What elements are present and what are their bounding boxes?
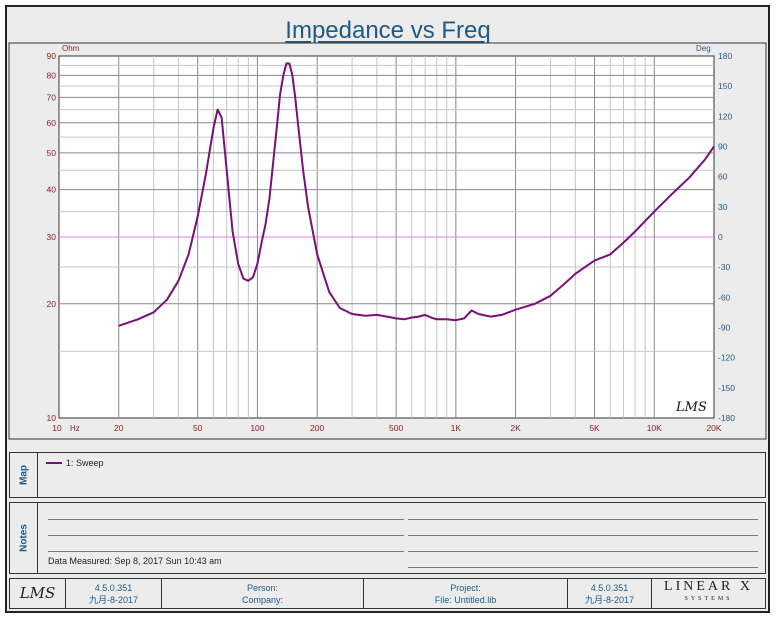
map-side-label: Map (10, 453, 38, 497)
footer-version-cell: 4.5.0.351 九月-8-2017 (66, 579, 162, 608)
x-tick-label: 20K (706, 423, 721, 433)
y-right-tick-label: -120 (718, 353, 735, 363)
project-label: Project: (450, 583, 481, 593)
y-left-tick-label: 30 (47, 232, 57, 242)
y-right-tick-label: 120 (718, 111, 732, 121)
footer-project-cell: Project: File: Untitled.lib (364, 579, 568, 608)
sweep-series (118, 62, 715, 327)
x-tick-label: 50 (193, 423, 203, 433)
file-label: File: Untitled.lib (434, 595, 497, 605)
y-left-tick-label: 90 (47, 51, 57, 61)
map-section: Map 1: Sweep (9, 452, 766, 498)
lms-watermark: LMS (675, 400, 707, 415)
y-right-unit: Deg (696, 44, 711, 53)
date-text: 九月-8-2017 (88, 595, 139, 605)
x-tick-label: 500 (389, 423, 403, 433)
footer-person-cell: Person: Company: (162, 579, 364, 608)
y-left-tick-label: 70 (47, 92, 57, 102)
x-axis-unit: Hz (70, 424, 80, 433)
y-right-tick-label: 30 (718, 202, 728, 212)
person-label: Person: (246, 583, 279, 593)
x-tick-label: 1K (451, 423, 462, 433)
series-line (118, 62, 715, 327)
footer-brand-cell: LINEAR X SYSTEMS (652, 579, 765, 608)
y-left-tick-label: 80 (47, 70, 57, 80)
version-text: 4.5.0.351 (94, 583, 133, 593)
note-line (48, 535, 404, 536)
y-right-tick-labels: -180 -150 -120 -90 -60 -30 0 30 60 90 120 150 180 (718, 51, 735, 423)
y-right-tick-label: -60 (718, 292, 731, 302)
x-tick-label: 20 (114, 423, 124, 433)
note-line (408, 567, 758, 568)
date2-text: 九月-8-2017 (584, 595, 635, 605)
y-right-tick-label: -30 (718, 262, 731, 272)
note-line (408, 551, 758, 552)
x-tick-labels: 20 50 100 200 500 1K 2K 5K 10K 20K 10 (52, 423, 722, 433)
impedance-chart: 20 50 100 200 500 1K 2K 5K 10K 20K 10 10 20 30 40 50 60… (8, 42, 767, 440)
legend-label: 1: Sweep (66, 458, 104, 468)
y-right-tick-label: 180 (718, 51, 732, 61)
y-right-tick-label: 150 (718, 81, 732, 91)
company-label: Company: (241, 595, 284, 605)
y-left-tick-label: 20 (47, 299, 57, 309)
x-tick-label: 2K (510, 423, 521, 433)
y-left-unit: Ohm (62, 44, 80, 53)
note-line (408, 535, 758, 536)
legend-entry[interactable]: 1: Sweep (46, 458, 104, 468)
footer-logo-cell: LMS (10, 579, 66, 608)
x-tick-label: 200 (310, 423, 324, 433)
x-tick-label: 100 (250, 423, 264, 433)
chart-title: Impedance vs Freq (285, 17, 491, 44)
x-tick-label: 10K (647, 423, 662, 433)
y-right-tick-label: -90 (718, 323, 731, 333)
note-line (48, 519, 404, 520)
x-tick-label: 5K (589, 423, 600, 433)
note-line (48, 551, 404, 552)
y-left-tick-label: 50 (47, 148, 57, 158)
data-measured: Data Measured: Sep 8, 2017 Sun 10:43 am (48, 556, 222, 566)
y-left-tick-label: 10 (47, 413, 57, 423)
y-right-tick-label: 90 (718, 142, 728, 152)
y-right-tick-label: 60 (718, 172, 728, 182)
y-right-tick-label: 0 (718, 232, 723, 242)
y-right-tick-label: -180 (718, 413, 735, 423)
version2-text: 4.5.0.351 (590, 583, 629, 593)
notes-side-label: Notes (10, 503, 38, 573)
lms-logo: LMS (19, 584, 56, 602)
footer-bar: LMS 4.5.0.351 九月-8-2017 Person: Company:… (9, 578, 766, 609)
y-left-tick-label: 40 (47, 185, 57, 195)
y-left-tick-label: 60 (47, 118, 57, 128)
legend-swatch (46, 462, 62, 464)
linearx-logo: LINEAR X SYSTEMS (664, 579, 753, 603)
x-tick-label: 10 (52, 423, 62, 433)
y-left-tick-labels: 10 20 30 40 50 60 70 80 90 (47, 51, 57, 423)
notes-section: Notes Data Measured: Sep 8, 2017 Sun 10:… (9, 502, 766, 574)
y-right-tick-label: -150 (718, 383, 735, 393)
note-line (408, 519, 758, 520)
footer-version2-cell: 4.5.0.351 九月-8-2017 (568, 579, 652, 608)
